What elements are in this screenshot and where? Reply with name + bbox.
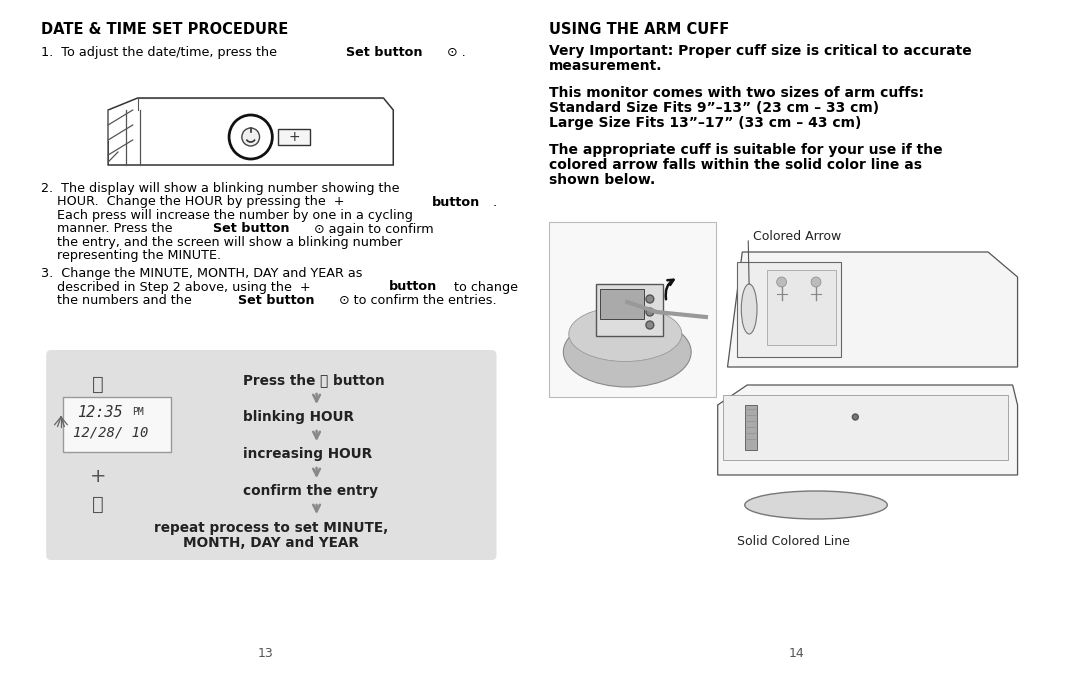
Text: USING THE ARM CUFF: USING THE ARM CUFF [549,22,729,37]
Text: representing the MINUTE.: representing the MINUTE. [41,250,221,262]
Text: Set button: Set button [238,294,314,307]
Text: repeat process to set MINUTE,: repeat process to set MINUTE, [154,521,389,535]
Text: ⌚: ⌚ [93,495,104,514]
Text: +: + [90,467,107,486]
Bar [596,284,663,336]
Text: This monitor comes with two sizes of arm cuffs:: This monitor comes with two sizes of arm… [549,86,923,100]
Text: ⊙ .: ⊙ . [443,46,465,59]
Text: Press the ⌚ button: Press the ⌚ button [243,373,384,387]
Text: shown below.: shown below. [549,173,654,187]
Text: HOUR.  Change the HOUR by pressing the  +: HOUR. Change the HOUR by pressing the + [41,195,349,209]
Text: measurement.: measurement. [549,59,662,73]
Bar [767,270,836,345]
Text: confirm the entry: confirm the entry [243,484,378,498]
Text: The appropriate cuff is suitable for your use if the: The appropriate cuff is suitable for you… [549,143,942,157]
Text: PM: PM [132,407,144,417]
Circle shape [646,321,653,329]
Bar [549,222,716,397]
Circle shape [242,128,259,146]
Text: Set button: Set button [346,46,422,59]
Text: MONTH, DAY and YEAR: MONTH, DAY and YEAR [184,536,360,550]
Text: ⊙ again to confirm: ⊙ again to confirm [310,222,434,235]
Text: 13: 13 [257,647,273,660]
Text: to change: to change [449,281,517,294]
Text: Standard Size Fits 9”–13” (23 cm – 33 cm): Standard Size Fits 9”–13” (23 cm – 33 cm… [549,101,879,115]
Text: DATE & TIME SET PROCEDURE: DATE & TIME SET PROCEDURE [41,22,288,37]
Bar [63,397,171,452]
Ellipse shape [564,317,691,387]
Bar [745,405,757,450]
Circle shape [811,277,821,287]
FancyBboxPatch shape [46,350,497,560]
Text: .: . [492,195,497,209]
Circle shape [777,277,786,287]
Text: 12:35: 12:35 [77,405,122,420]
Text: +: + [288,130,300,144]
Text: Very Important: Proper cuff size is critical to accurate: Very Important: Proper cuff size is crit… [549,44,971,58]
Bar [723,395,1008,460]
Text: Colored Arrow: Colored Arrow [753,230,841,243]
Text: 12/28/ 10: 12/28/ 10 [72,425,148,439]
Text: ⊙ to confirm the entries.: ⊙ to confirm the entries. [335,294,497,307]
Text: 14: 14 [788,647,805,660]
Text: blinking HOUR: blinking HOUR [243,410,354,424]
Text: Each press will increase the number by one in a cycling: Each press will increase the number by o… [41,209,414,222]
Text: Large Size Fits 13”–17” (33 cm – 43 cm): Large Size Fits 13”–17” (33 cm – 43 cm) [549,116,861,130]
Text: the entry, and the screen will show a blinking number: the entry, and the screen will show a bl… [41,236,403,249]
Circle shape [852,414,859,420]
Text: described in Step 2 above, using the  +: described in Step 2 above, using the + [41,281,315,294]
Ellipse shape [745,491,888,519]
Text: 1.  To adjust the date/time, press the: 1. To adjust the date/time, press the [41,46,281,59]
Text: colored arrow falls within the solid color line as: colored arrow falls within the solid col… [549,158,921,172]
Text: button: button [431,195,480,209]
Text: ⌚: ⌚ [93,375,104,394]
Polygon shape [718,385,1017,475]
Text: manner. Press the: manner. Press the [41,222,177,235]
Circle shape [646,308,653,316]
Text: 2.  The display will show a blinking number showing the: 2. The display will show a blinking numb… [41,182,400,195]
Text: Set button: Set button [213,222,289,235]
Polygon shape [728,252,1017,367]
Text: button: button [389,281,436,294]
Bar [738,262,840,357]
Ellipse shape [741,284,757,334]
Bar [599,289,644,319]
Bar [279,129,310,145]
Text: the numbers and the: the numbers and the [41,294,197,307]
Ellipse shape [569,306,681,361]
Circle shape [646,295,653,303]
Text: Solid Colored Line: Solid Colored Line [738,535,850,548]
Text: increasing HOUR: increasing HOUR [243,447,372,461]
Text: 3.  Change the MINUTE, MONTH, DAY and YEAR as: 3. Change the MINUTE, MONTH, DAY and YEA… [41,267,363,280]
